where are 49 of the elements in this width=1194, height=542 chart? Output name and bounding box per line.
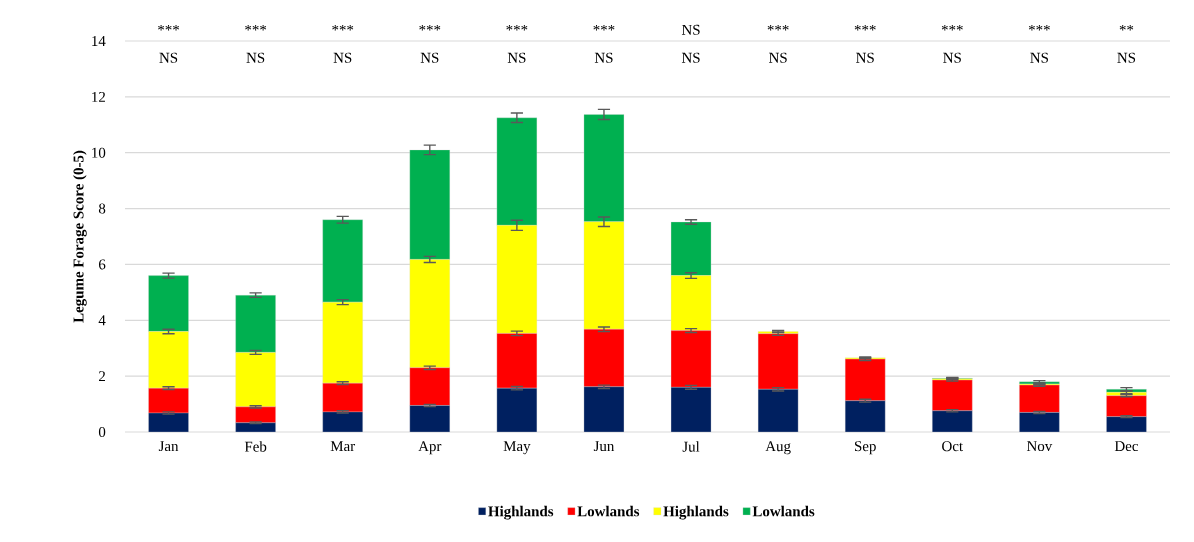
text: *** bbox=[245, 24, 267, 31]
x-tick-label: Oct bbox=[942, 441, 963, 452]
text: *** bbox=[332, 24, 354, 31]
text: *** bbox=[506, 24, 528, 31]
text: *** bbox=[767, 24, 789, 31]
text: *** bbox=[419, 24, 441, 31]
text: NS bbox=[681, 24, 700, 35]
x-tick-label: May bbox=[503, 441, 531, 455]
x-tick-label: Jul bbox=[682, 441, 700, 452]
y-axis-title: Legume Forage Score (0-5) bbox=[73, 150, 87, 323]
annotation: NS bbox=[507, 52, 526, 63]
annotation: NS bbox=[681, 52, 700, 63]
text: *** bbox=[158, 24, 180, 31]
x-tick-label: Feb bbox=[244, 441, 267, 452]
annotation: NS bbox=[856, 52, 874, 63]
annotation: NS bbox=[594, 52, 613, 63]
annotation: NS bbox=[333, 52, 352, 63]
x-tick-label: Dec bbox=[1114, 441, 1139, 452]
legend-label: Lowlands bbox=[577, 505, 640, 517]
x-tick-label: Apr bbox=[418, 441, 442, 455]
y-tick-label: 8 bbox=[98, 203, 106, 214]
y-tick-label: 6 bbox=[98, 259, 106, 270]
text: *** bbox=[854, 24, 876, 31]
legend-label: Lowlands bbox=[752, 505, 815, 517]
annotation: NS bbox=[1030, 52, 1048, 63]
x-tick-label: Jan bbox=[158, 441, 179, 452]
text: *** bbox=[941, 24, 963, 31]
y-tick-label: 14 bbox=[92, 36, 106, 46]
text: *** bbox=[1028, 24, 1050, 31]
legend-label: Highlands bbox=[488, 505, 554, 520]
x-tick-label: Mar bbox=[330, 441, 356, 452]
text: *** bbox=[593, 24, 615, 31]
annotation: NS bbox=[420, 52, 439, 63]
annotation: NS bbox=[1117, 52, 1136, 63]
y-tick-label: 2 bbox=[99, 371, 105, 382]
annotation: NS bbox=[769, 52, 787, 63]
annotation: NS bbox=[943, 52, 961, 63]
y-tick-label: 10 bbox=[92, 147, 106, 158]
y-tick-label: 0 bbox=[98, 426, 106, 438]
text: ** bbox=[1119, 24, 1134, 31]
x-tick-label: Aug bbox=[765, 441, 791, 455]
x-tick-label: Jun bbox=[593, 441, 615, 452]
y-tick-label: 12 bbox=[92, 91, 105, 102]
annotation: NS bbox=[246, 52, 265, 63]
x-tick-label: Sep bbox=[855, 441, 876, 455]
annotation: NS bbox=[159, 52, 178, 63]
legend-label: Highlands bbox=[663, 505, 729, 520]
x-tick-label: Nov bbox=[1026, 441, 1053, 452]
y-tick-label: 4 bbox=[98, 315, 106, 326]
